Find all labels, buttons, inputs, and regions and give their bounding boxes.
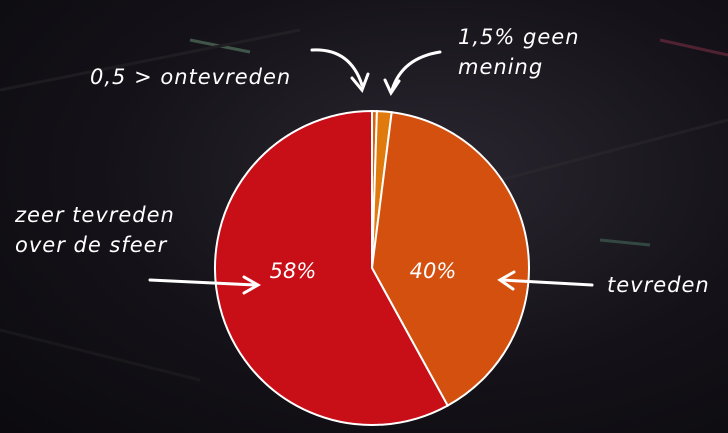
category-label: zeer tevreden over de sfeer (15, 200, 205, 260)
category-label: 1,5% geen mening (458, 22, 588, 82)
value-label: 58% (270, 259, 317, 283)
category-label: 0,5 > ontevreden (90, 62, 291, 92)
value-label: 40% (410, 259, 457, 283)
category-label: tevreden (607, 270, 710, 300)
infographic: 40% 58% 0,5 > ontevreden 1,5% geen mening… (0, 0, 728, 433)
